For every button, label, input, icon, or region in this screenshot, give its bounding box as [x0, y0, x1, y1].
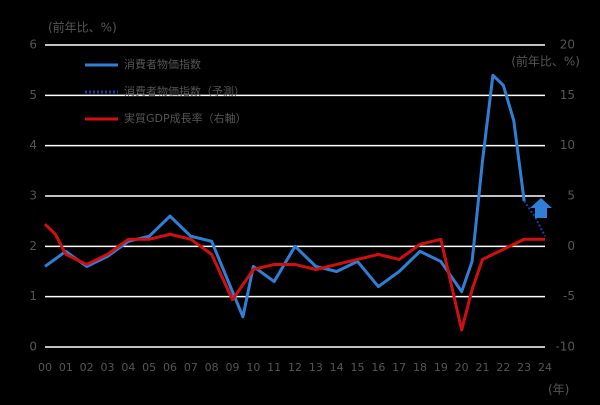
x-tick-label: 07	[184, 361, 198, 374]
y-tick-label: 6	[29, 38, 37, 52]
x-tick-label: 19	[434, 361, 448, 374]
y-tick-label: 1	[29, 289, 37, 303]
x-tick-label: 18	[413, 361, 427, 374]
y-tick-label: 2	[29, 239, 37, 253]
x-tick-label: 09	[226, 361, 240, 374]
x-tick-label: 14	[330, 361, 344, 374]
legend-label: 消費者物価指数	[124, 57, 201, 71]
y-tick-label: 4	[29, 138, 37, 152]
x-tick-label: 03	[101, 361, 115, 374]
x-tick-label: 17	[392, 361, 406, 374]
x-tick-label: 01	[59, 361, 73, 374]
x-tick-label: 10	[246, 361, 260, 374]
x-tick-label: 06	[163, 361, 177, 374]
x-tick-label: 16	[371, 361, 385, 374]
y-tick-label: 5	[29, 88, 37, 102]
y2-tick-label: 15	[560, 88, 575, 102]
y-tick-label: 3	[29, 189, 37, 203]
data-line	[523, 200, 546, 237]
x-tick-label: 23	[517, 361, 531, 374]
y2-tick-label: 20	[560, 38, 575, 52]
x-tick-label: 04	[121, 361, 135, 374]
x-tick-label: 24	[538, 361, 552, 374]
y-tick-label: 0	[29, 340, 37, 354]
x-tick-label: 21	[476, 361, 490, 374]
x-tick-label: 13	[309, 361, 323, 374]
x-tick-label: 20	[455, 361, 469, 374]
y2-tick-label: 10	[560, 138, 575, 152]
legend-label: 消費者物価指数（予測）	[124, 84, 245, 98]
x-tick-label: 11	[267, 361, 281, 374]
y2-tick-label: -10	[555, 340, 575, 354]
y2-axis-label: (前年比、%)	[511, 54, 580, 69]
x-tick-label: 00	[38, 361, 52, 374]
x-tick-label: 05	[142, 361, 156, 374]
y2-tick-label: -5	[563, 289, 575, 303]
arrow	[530, 198, 552, 218]
legend-label: 実質GDP成長率（右軸）	[124, 111, 247, 125]
x-tick-label: 15	[351, 361, 365, 374]
y2-tick-label: 0	[567, 239, 575, 253]
data-line	[43, 223, 545, 332]
x-unit: (年)	[548, 383, 569, 397]
y-axis-label: (前年比、%)	[48, 20, 117, 35]
x-tick-label: 02	[80, 361, 94, 374]
x-tick-label: 12	[288, 361, 302, 374]
y2-tick-label: 5	[567, 189, 575, 203]
x-tick-label: 08	[205, 361, 219, 374]
x-tick-label: 22	[496, 361, 510, 374]
